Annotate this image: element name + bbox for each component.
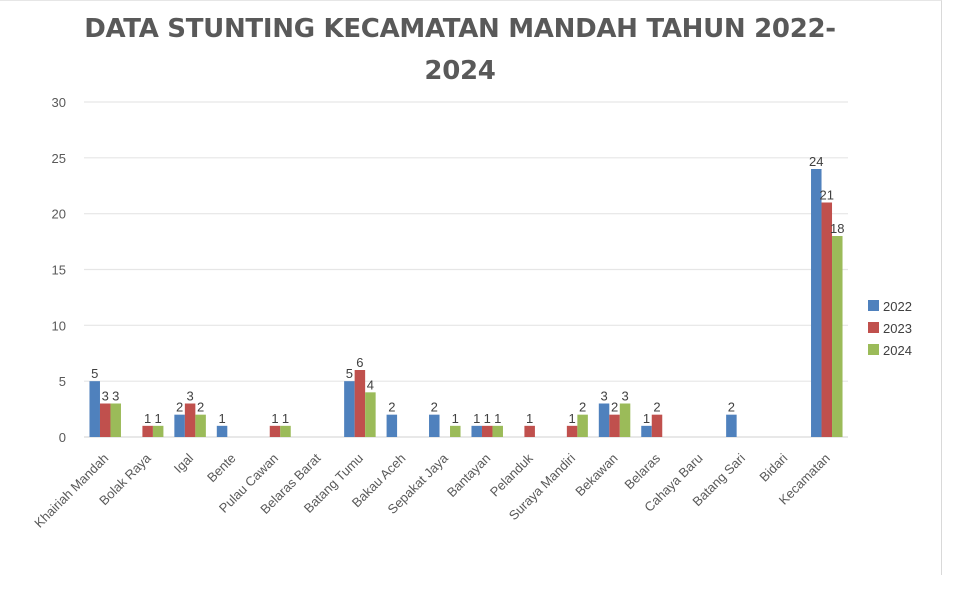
data-label: 2 — [611, 400, 618, 415]
data-label: 2 — [431, 400, 438, 415]
x-category-label: Bekawan — [572, 451, 620, 499]
data-label: 3 — [112, 389, 119, 404]
bar-2024 — [195, 414, 206, 437]
data-label: 3 — [621, 389, 628, 404]
y-tick-label: 25 — [52, 151, 66, 166]
data-label: 2 — [728, 400, 735, 415]
bar-2024 — [450, 425, 461, 437]
bar-2022 — [429, 414, 440, 437]
data-label: 5 — [91, 366, 98, 381]
data-label: 1 — [494, 411, 501, 426]
data-label: 2 — [176, 400, 183, 415]
y-tick-label: 30 — [52, 95, 66, 110]
data-label: 1 — [282, 411, 289, 426]
y-tick-label: 15 — [52, 263, 66, 278]
data-label: 3 — [600, 389, 607, 404]
bar-2023 — [566, 425, 578, 437]
bar-2024 — [832, 236, 843, 437]
bar-2024 — [280, 425, 291, 437]
legend-label: 2022 — [883, 299, 912, 314]
data-label: 1 — [473, 411, 480, 426]
data-label: 1 — [526, 411, 533, 426]
bar-2023 — [184, 403, 196, 437]
data-label: 6 — [356, 355, 363, 370]
bar-2024 — [492, 425, 503, 437]
bar-2022 — [344, 381, 355, 437]
bar-2022 — [641, 425, 652, 437]
chart-frame — [0, 0, 942, 575]
gridlines — [84, 101, 848, 438]
bar-2024 — [619, 403, 631, 437]
bar-2022 — [471, 425, 482, 437]
y-tick-label: 20 — [52, 207, 66, 222]
bar-2023 — [142, 425, 153, 437]
x-category-label: Bantayan — [444, 451, 493, 500]
data-label: 2 — [388, 400, 395, 415]
legend-swatch — [868, 344, 879, 355]
y-axis-ticks: 0 5 10 15 20 25 30 — [52, 95, 66, 445]
bar-2022 — [89, 381, 100, 437]
bar-2023 — [269, 425, 281, 437]
bar-2023 — [524, 425, 535, 437]
data-label: 18 — [830, 221, 844, 236]
bar-2024 — [577, 414, 588, 437]
data-label: 4 — [367, 377, 374, 392]
bar-2024 — [152, 425, 164, 437]
y-tick-label: 0 — [59, 430, 66, 445]
data-label: 1 — [144, 411, 151, 426]
data-label: 1 — [271, 411, 278, 426]
x-category-label: Khairiah Mandah — [31, 451, 111, 531]
data-label: 21 — [820, 188, 834, 203]
data-label: 3 — [102, 389, 109, 404]
bar-2023 — [481, 425, 493, 437]
bar-2023 — [99, 403, 111, 437]
legend-label: 2023 — [883, 321, 912, 336]
data-label: 2 — [197, 400, 204, 415]
x-category-label: Belaras — [621, 450, 663, 492]
bar-2023 — [354, 370, 366, 437]
bar-2022 — [386, 414, 398, 437]
bar-2022 — [598, 403, 610, 437]
y-tick-label: 10 — [52, 318, 66, 333]
bar-2022 — [216, 425, 228, 437]
legend-swatch — [868, 322, 879, 333]
y-tick-label: 5 — [59, 374, 66, 389]
legend: 2022 2023 2024 — [868, 299, 912, 358]
bar-2022 — [174, 414, 185, 437]
bar-2022 — [811, 169, 822, 437]
data-label: 1 — [484, 411, 491, 426]
bar-2023 — [609, 414, 620, 437]
data-label: 1 — [452, 411, 459, 426]
data-label: 2 — [653, 400, 660, 415]
chart-title: DATA STUNTING KECAMATAN MANDAH TAHUN 202… — [84, 14, 836, 86]
bars — [89, 169, 843, 437]
bar-2024 — [110, 403, 121, 437]
data-label: 1 — [155, 411, 162, 426]
x-category-label: Igal — [171, 450, 197, 476]
bar-2023 — [821, 202, 833, 437]
data-label: 3 — [186, 389, 193, 404]
data-label: 2 — [579, 400, 586, 415]
data-label: 1 — [643, 411, 650, 426]
data-label: 24 — [809, 154, 823, 169]
x-category-label: Bente — [204, 451, 239, 486]
bar-2022 — [726, 414, 737, 437]
bar-2023 — [651, 414, 663, 437]
data-label: 1 — [568, 411, 575, 426]
legend-swatch — [868, 300, 879, 311]
x-category-label: Bidari — [756, 450, 790, 484]
legend-label: 2024 — [883, 343, 912, 358]
data-label: 1 — [218, 411, 225, 426]
data-label: 5 — [346, 366, 353, 381]
bar-2024 — [365, 392, 376, 437]
